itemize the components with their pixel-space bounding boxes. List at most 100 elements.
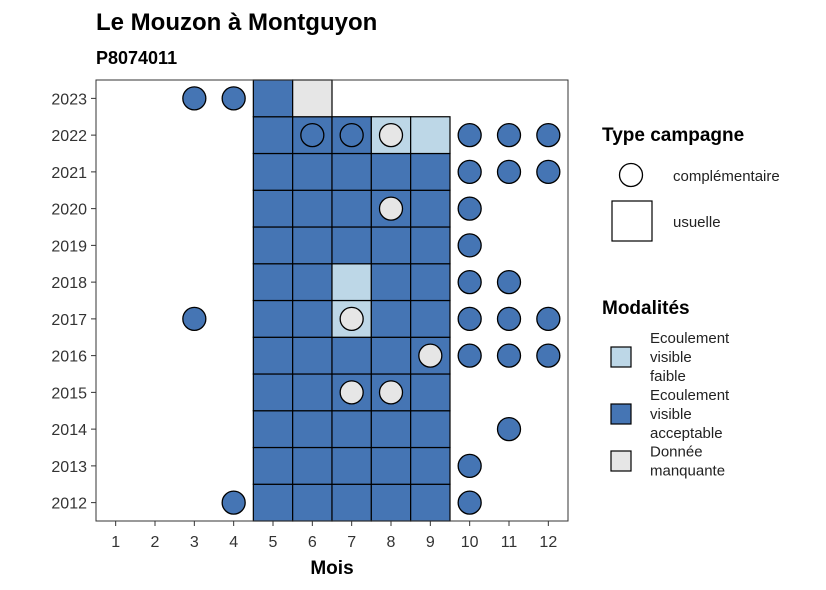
x-axis-label: Mois xyxy=(310,558,353,579)
legend-label-ecoulement-visible-faible-line-1: Ecoulement xyxy=(650,330,730,347)
point-2023-3 xyxy=(182,86,207,111)
tile-2021-5 xyxy=(252,152,294,191)
x-tick-label-12: 12 xyxy=(539,534,557,551)
tile-2021-8 xyxy=(370,152,412,191)
point-2022-10 xyxy=(457,122,482,148)
point-2017-10 xyxy=(457,306,482,332)
legend-key-usuelle xyxy=(611,200,653,242)
point-2021-10 xyxy=(457,159,482,185)
y-tick-label-2017: 2017 xyxy=(51,312,87,329)
point-2015-8 xyxy=(378,380,404,405)
point-2016-10 xyxy=(457,343,482,368)
legend-swatch-ecoulement-visible-acceptable xyxy=(610,403,632,425)
tile-2018-6 xyxy=(292,263,333,302)
point-2016-12 xyxy=(536,343,561,368)
x-tick-label-10: 10 xyxy=(461,534,479,551)
legend-label-ecoulement-visible-faible-line-3: faible xyxy=(650,368,686,385)
point-2016-9 xyxy=(418,343,443,368)
point-2018-10 xyxy=(457,269,482,295)
point-2020-10 xyxy=(457,196,482,221)
y-tick-label-2015: 2015 xyxy=(51,385,87,402)
tile-2015-6 xyxy=(292,373,333,412)
y-axis: 2012 2013 2014 2015 2016 2017 2018 2019 2020 2021… xyxy=(51,91,96,513)
tile-2015-9 xyxy=(410,373,451,412)
tile-2022-6 xyxy=(292,116,333,155)
point-2015-7 xyxy=(339,380,364,405)
tile-2021-9 xyxy=(410,152,451,191)
tile-2016-8 xyxy=(370,336,412,375)
tile-2022-5 xyxy=(252,116,294,155)
tile-2013-6 xyxy=(292,446,333,485)
tile-2017-9 xyxy=(410,299,451,338)
y-tick-label-2021: 2021 xyxy=(51,165,87,182)
point-2012-10 xyxy=(457,490,482,515)
y-tick-label-2012: 2012 xyxy=(51,496,87,513)
tile-2020-6 xyxy=(292,189,333,228)
tile-2018-7 xyxy=(331,263,372,302)
tile-2020-5 xyxy=(252,189,294,228)
tile-2017-8 xyxy=(370,299,412,338)
plot-panel-border xyxy=(95,79,569,522)
x-tick-label-1: 1 xyxy=(111,534,120,551)
tile-2019-8 xyxy=(370,226,412,265)
tile-2020-9 xyxy=(410,189,451,228)
point-2017-7 xyxy=(339,306,364,332)
y-tick-label-2019: 2019 xyxy=(51,238,87,255)
chart-subtitle: P8074011 xyxy=(96,48,177,68)
point-2018-11 xyxy=(496,269,522,295)
tile-2022-9 xyxy=(410,116,451,155)
tile-2012-6 xyxy=(292,483,333,522)
x-tick-label-2: 2 xyxy=(151,534,160,551)
tile-2012-8 xyxy=(370,483,412,522)
point-2021-12 xyxy=(536,159,561,185)
tile-2019-6 xyxy=(292,226,333,265)
x-tick-label-3: 3 xyxy=(190,534,199,551)
tile-2014-8 xyxy=(370,410,412,449)
y-tick-label-2016: 2016 xyxy=(51,349,87,366)
tile-2020-7 xyxy=(331,189,372,228)
point-2017-12 xyxy=(536,306,561,332)
x-tick-label-5: 5 xyxy=(269,534,278,551)
legend-key-complementaire xyxy=(618,162,644,188)
point-2022-7 xyxy=(339,122,364,148)
tile-2023-5 xyxy=(252,79,294,118)
tile-2012-9 xyxy=(410,483,451,522)
point-2016-11 xyxy=(496,343,522,368)
tile-2015-5 xyxy=(252,373,294,412)
tile-2014-7 xyxy=(331,410,372,449)
legend-label-usuelle: usuelle xyxy=(673,214,721,231)
chart-title: Le Mouzon à Montguyon xyxy=(96,9,377,36)
x-axis: 1 2 3 4 5 6 7 8 9 10 11 12 xyxy=(111,521,557,551)
x-tick-label-11: 11 xyxy=(501,534,518,551)
legend-label-ecoulement-visible-faible-line-2: visible xyxy=(650,349,692,366)
point-2017-11 xyxy=(496,306,522,332)
tile-2013-8 xyxy=(370,446,412,485)
legend-label-ecoulement-visible-acceptable-line-1: Ecoulement xyxy=(650,387,730,404)
tile-2016-7 xyxy=(331,336,372,375)
point-2022-11 xyxy=(496,122,522,148)
point-2022-12 xyxy=(536,122,561,148)
x-tick-label-8: 8 xyxy=(387,534,396,551)
usuelle-squares xyxy=(252,79,451,522)
y-tick-label-2014: 2014 xyxy=(51,422,87,439)
point-2017-3 xyxy=(182,306,207,332)
tile-2018-8 xyxy=(370,263,412,302)
y-tick-label-2020: 2020 xyxy=(51,202,87,219)
tile-2014-5 xyxy=(252,410,294,449)
legend-swatch-ecoulement-visible-faible xyxy=(610,346,632,368)
point-2020-8 xyxy=(378,196,404,221)
tile-2021-7 xyxy=(331,152,372,191)
legend-label-donnee-manquante-line-1: Donnée xyxy=(650,444,703,461)
complementaire-circles xyxy=(182,86,561,515)
tile-2023-6 xyxy=(292,79,333,118)
legend-type-title: Type campagne xyxy=(602,125,744,146)
legend-label-ecoulement-visible-acceptable-line-3: acceptable xyxy=(650,425,723,442)
point-2022-6 xyxy=(300,122,325,148)
tile-2017-5 xyxy=(252,299,294,338)
y-tick-label-2023: 2023 xyxy=(51,91,87,108)
tile-2016-6 xyxy=(292,336,333,375)
point-2014-11 xyxy=(496,416,522,442)
y-tick-label-2022: 2022 xyxy=(51,128,87,145)
y-tick-label-2013: 2013 xyxy=(51,459,87,476)
